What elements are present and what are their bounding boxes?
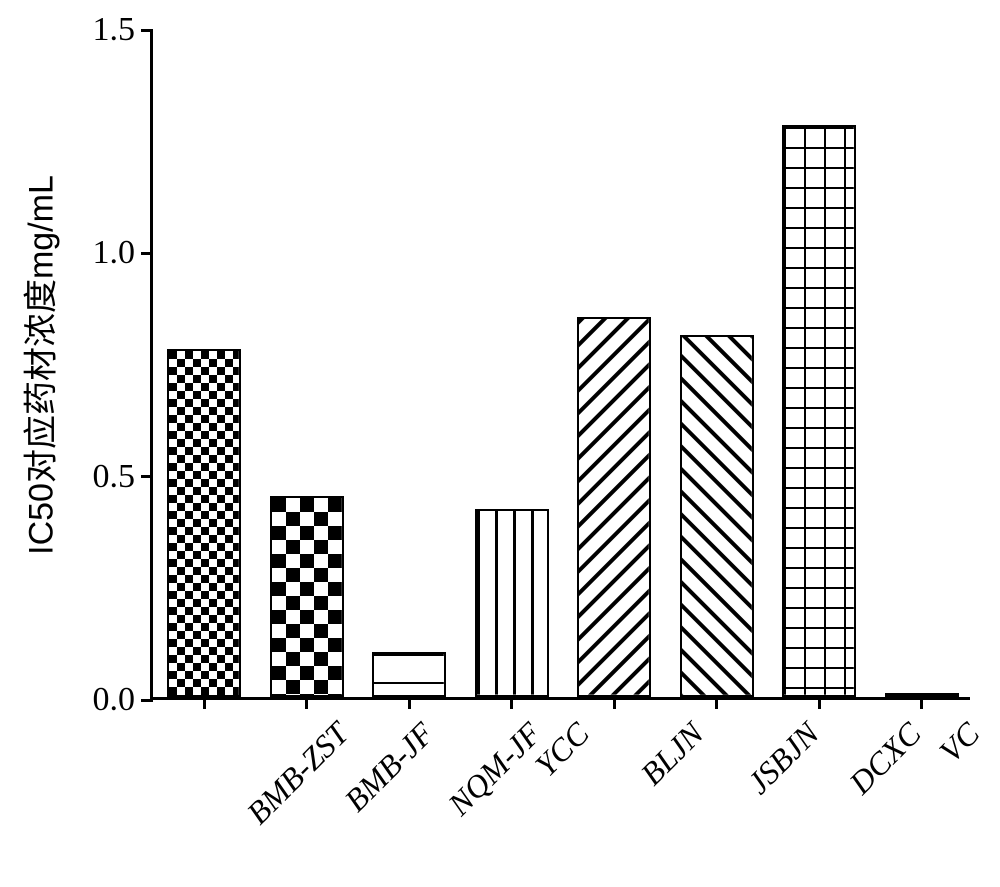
y-tick — [141, 252, 153, 255]
x-tick-label: DCXC — [842, 715, 929, 802]
x-tick-label: JSBJN — [740, 715, 826, 801]
bar — [167, 349, 241, 697]
y-tick — [141, 29, 153, 32]
x-tick — [613, 697, 616, 709]
x-tick — [305, 697, 308, 709]
bar — [680, 335, 754, 697]
y-axis-label: IC50对应药材浓度mg/mL — [14, 175, 63, 555]
bar — [475, 509, 549, 697]
x-tick — [920, 697, 923, 709]
y-tick-label: 0.0 — [93, 681, 136, 719]
x-tick-label: NQM-JF — [441, 715, 549, 823]
x-tick-label: BMB-JF — [337, 715, 441, 819]
bar — [270, 496, 344, 697]
bar — [577, 317, 651, 697]
x-tick-label: VC — [932, 715, 987, 770]
x-tick — [715, 697, 718, 709]
x-tick-label: BMB-ZST — [240, 715, 357, 832]
y-tick-label: 1.0 — [93, 234, 136, 272]
x-tick — [203, 697, 206, 709]
x-tick — [818, 697, 821, 709]
y-tick-label: 0.5 — [93, 458, 136, 496]
y-tick — [141, 475, 153, 478]
y-tick — [141, 699, 153, 702]
bar — [782, 125, 856, 697]
x-tick — [510, 697, 513, 709]
plot-area: 0.00.51.01.5BMB-ZSTBMB-JFNQM-JFYCCBLJNJS… — [150, 30, 970, 700]
y-tick-label: 1.5 — [93, 11, 136, 49]
chart-container: IC50对应药材浓度mg/mL 0.00.51.01.5BMB-ZSTBMB-J… — [0, 0, 1000, 887]
x-tick-label: BLJN — [634, 715, 712, 793]
x-tick — [408, 697, 411, 709]
bar — [372, 652, 446, 697]
x-tick-label: YCC — [527, 715, 596, 784]
